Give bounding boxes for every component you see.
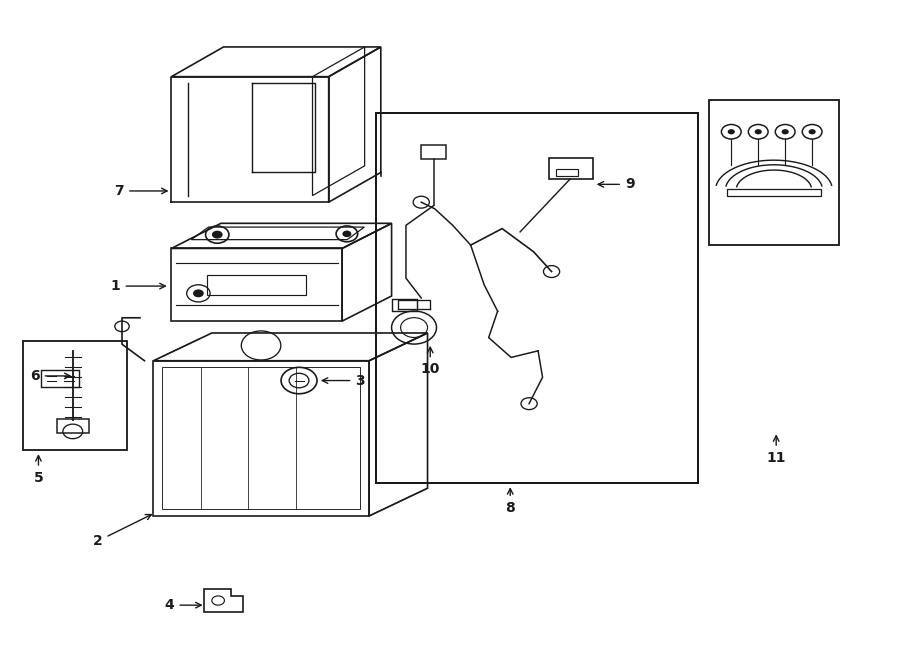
- Text: 6: 6: [30, 369, 70, 383]
- Circle shape: [781, 129, 788, 134]
- Text: 1: 1: [111, 279, 166, 293]
- Bar: [709, 100, 839, 245]
- Bar: [727, 189, 821, 197]
- Circle shape: [808, 129, 815, 134]
- Circle shape: [212, 230, 222, 238]
- Circle shape: [754, 129, 761, 134]
- Bar: [23, 341, 127, 450]
- Bar: [376, 113, 698, 483]
- Text: 9: 9: [598, 177, 634, 191]
- Bar: [57, 419, 89, 434]
- Text: 2: 2: [93, 514, 151, 548]
- Bar: [41, 371, 79, 387]
- Circle shape: [728, 129, 735, 134]
- Text: 8: 8: [505, 489, 515, 515]
- Circle shape: [342, 230, 351, 237]
- Text: 4: 4: [165, 598, 202, 612]
- Text: 7: 7: [114, 184, 167, 198]
- Circle shape: [193, 289, 203, 297]
- Text: 10: 10: [420, 348, 440, 376]
- Text: 3: 3: [322, 373, 365, 387]
- Bar: [421, 145, 446, 160]
- Bar: [555, 169, 578, 175]
- Text: 11: 11: [767, 436, 786, 465]
- Text: 5: 5: [33, 455, 43, 485]
- Bar: [549, 158, 592, 179]
- Bar: [392, 299, 417, 311]
